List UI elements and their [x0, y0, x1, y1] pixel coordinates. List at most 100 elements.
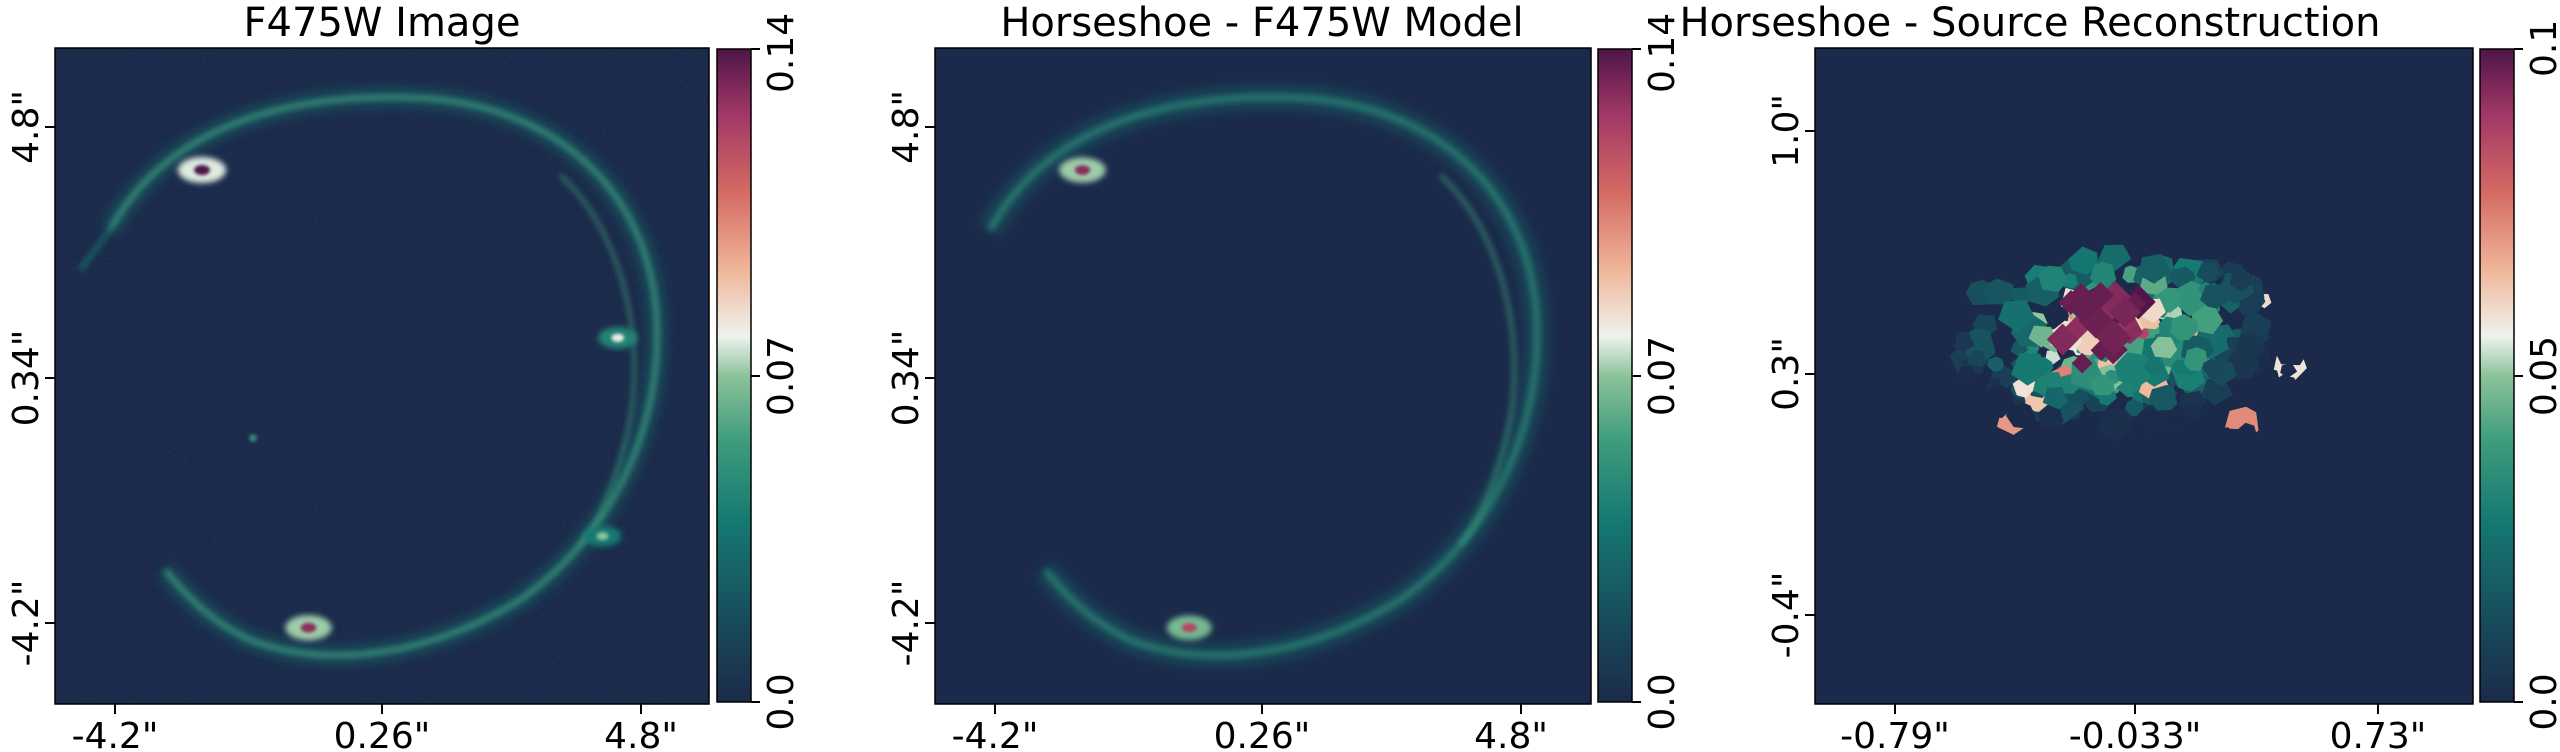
x-tick-label: 4.8"	[604, 716, 678, 752]
voronoi-cell	[2177, 423, 2200, 444]
ring-inner-arc	[1438, 173, 1517, 547]
voronoi-source	[1949, 244, 2308, 474]
y-tick-label: 4.8"	[886, 90, 927, 164]
voronoi-cell	[1979, 384, 2015, 419]
plot-background	[935, 48, 1591, 704]
colorbar-tick-label: 0.0	[2524, 673, 2560, 730]
panel-model: Horseshoe - F475W Model -4.2" 0.26" 4.8"…	[886, 0, 1683, 752]
voronoi-cell	[2070, 421, 2091, 440]
x-tick-label: -0.79"	[1840, 716, 1950, 752]
voronoi-cell	[2170, 314, 2199, 341]
knot-core	[1181, 623, 1197, 633]
heatmap-area	[55, 48, 709, 704]
voronoi-cell	[2196, 262, 2221, 284]
y-tick-label: 1.0"	[1766, 94, 1807, 168]
knot-core	[300, 622, 317, 633]
voronoi-cell	[2191, 306, 2224, 335]
y-tick-label: 4.8"	[6, 90, 47, 164]
voronoi-cell	[2087, 281, 2114, 309]
panel-title: F475W Image	[244, 0, 521, 46]
knot-core	[1074, 165, 1091, 175]
bright-knots	[178, 157, 638, 641]
colorbar: 0.0 0.05 0.1	[2479, 20, 2560, 731]
colorbar-gradient	[716, 48, 752, 703]
heatmap-area	[935, 48, 1591, 704]
voronoi-cell	[2238, 377, 2267, 404]
ring-tail	[77, 228, 113, 272]
voronoi-cell	[1986, 356, 2005, 372]
voronoi-cell	[2184, 403, 2202, 419]
voronoi-cell	[2139, 253, 2172, 284]
voronoi-cell	[2257, 403, 2282, 425]
voronoi-cell	[2026, 431, 2042, 446]
panel-title: Horseshoe - Source Reconstruction	[1679, 0, 2380, 46]
bright-knots	[1059, 157, 1212, 641]
colorbar-tick-label: 0.14	[761, 13, 802, 93]
voronoi-cell	[2070, 388, 2090, 406]
x-tick-label: 4.8"	[1474, 716, 1548, 752]
voronoi-cell	[2267, 312, 2301, 343]
voronoi-cell	[2071, 352, 2093, 374]
colorbar-tick-label: 0.0	[1642, 673, 1683, 730]
voronoi-cell	[2148, 384, 2178, 411]
voronoi-cell	[2183, 347, 2209, 372]
einstein-ring	[77, 88, 667, 665]
colorbar-tick-label: 0.14	[1642, 13, 1683, 93]
knot-core	[194, 165, 211, 176]
voronoi-cell	[1983, 278, 2016, 305]
y-axis: 4.8" 0.34" -4.2"	[6, 90, 55, 666]
model-ring	[980, 86, 1549, 667]
voronoi-cell	[1964, 373, 1987, 395]
x-axis: -4.2" 0.26" 4.8"	[952, 704, 1548, 752]
panel-title: Horseshoe - F475W Model	[1000, 0, 1523, 46]
voronoi-cell	[2124, 399, 2144, 417]
voronoi-cell	[2229, 269, 2254, 292]
voronoi-cell	[2090, 374, 2115, 396]
voronoi-cell	[2200, 283, 2231, 311]
heatmap-area	[1815, 48, 2473, 704]
x-axis: -0.79" -0.033" 0.73"	[1840, 704, 2426, 752]
voronoi-cell	[1954, 331, 1975, 352]
ring-arc	[987, 94, 1541, 659]
voronoi-cell	[2166, 438, 2183, 453]
colorbar-tick-label: 0.07	[1642, 336, 1683, 416]
voronoi-cell	[2028, 325, 2055, 348]
voronoi-cell	[2042, 387, 2068, 410]
voronoi-cell	[1998, 300, 2036, 332]
voronoi-cell	[2038, 405, 2064, 429]
colorbar: 0.0 0.07 0.14	[1597, 13, 1683, 731]
y-axis: 4.8" 0.34" -4.2"	[886, 90, 935, 666]
knot-core	[611, 333, 625, 343]
ring-arc	[107, 94, 660, 658]
knot-core	[596, 532, 609, 541]
voronoi-cell	[2238, 296, 2261, 317]
colorbar: 0.0 0.07 0.14	[716, 13, 802, 731]
colorbar-gradient	[2479, 48, 2515, 703]
voronoi-cell	[2089, 261, 2117, 287]
voronoi-cell	[2108, 295, 2142, 329]
colorbar-tick-label: 0.0	[761, 673, 802, 730]
panel-source: Horseshoe - Source Reconstruction -0.79"…	[1679, 0, 2560, 752]
voronoi-cell	[2164, 413, 2181, 428]
voronoi-cell	[2068, 246, 2099, 275]
background-noise	[55, 48, 709, 704]
voronoi-cell	[2150, 336, 2178, 359]
voronoi-cell	[2096, 408, 2135, 443]
ring-inner-arc	[558, 173, 637, 547]
voronoi-cell	[2066, 289, 2100, 324]
voronoi-cell	[2006, 402, 2036, 429]
voronoi-cell	[2201, 377, 2233, 406]
voronoi-cell	[2184, 436, 2215, 465]
y-tick-label: 0.34"	[6, 330, 47, 427]
x-tick-label: -0.033"	[2069, 716, 2202, 752]
voronoi-cell	[2114, 352, 2152, 387]
colorbar-tick-label: 0.05	[2524, 336, 2560, 416]
plot-frame	[1814, 47, 2474, 705]
voronoi-cell	[2280, 363, 2298, 379]
voronoi-cell	[2011, 352, 2048, 386]
voronoi-cell	[2168, 268, 2186, 285]
y-tick-label: -4.2"	[6, 580, 47, 667]
voronoi-cell	[2275, 374, 2298, 395]
voronoi-cell	[2143, 358, 2164, 376]
